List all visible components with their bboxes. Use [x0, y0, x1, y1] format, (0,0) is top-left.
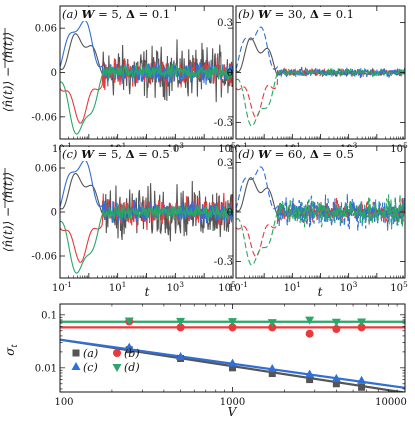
- data-point-d: [331, 318, 341, 327]
- y-tick-label: -0.3: [214, 257, 233, 268]
- legend-label-a: (a): [83, 347, 98, 360]
- legend-label-c: (c): [83, 361, 98, 374]
- x-tick-label: 103: [167, 280, 185, 294]
- legend-marker-a: [72, 349, 80, 357]
- data-point-d: [357, 318, 367, 327]
- data-point-d: [124, 317, 134, 326]
- data-point-b: [228, 323, 237, 332]
- series-line-c-3: [60, 202, 233, 274]
- series-line-d-3: [236, 194, 405, 266]
- x-axis-label-V: V: [228, 405, 238, 419]
- panel-c: (c) W = 5, Δ = 0.5: [59, 145, 234, 279]
- series-line-b-1: [236, 66, 405, 118]
- x-tick-label: 101: [284, 280, 302, 294]
- data-point-a: [306, 376, 314, 384]
- panel-title-bg: [237, 147, 356, 161]
- data-point-c: [331, 373, 341, 382]
- y-axis-label-sigma: σt: [3, 344, 19, 356]
- panel-d-series: [236, 166, 405, 266]
- series-line-b-3: [236, 67, 405, 127]
- x-tick-label: 10-1: [228, 280, 248, 294]
- data-point-a: [332, 380, 340, 388]
- x-tick-label: 105: [390, 280, 408, 294]
- data-point-b: [332, 325, 341, 334]
- y-tick-label: 0.1: [41, 310, 57, 321]
- y-tick-label: 0: [51, 208, 57, 219]
- panel-title: (a) W = 5, Δ = 0.1: [62, 7, 170, 21]
- panel-b-series: [236, 26, 405, 127]
- data-point-a: [268, 370, 276, 378]
- panel-e-content: [60, 316, 405, 392]
- x-tick-label: 1000: [220, 397, 245, 408]
- y-tick-label: 0.3: [217, 158, 233, 169]
- data-point-c: [357, 375, 367, 384]
- panel-d: (d) W = 60, Δ = 0.5: [235, 145, 406, 279]
- panel-c-series: [60, 159, 233, 274]
- y-tick-label: 0: [227, 68, 233, 79]
- x-tick-label: 103: [340, 280, 358, 294]
- x-tick-label: 10-1: [52, 280, 72, 294]
- x-tick-label: 100: [54, 397, 73, 408]
- x-tick-label: 101: [109, 280, 127, 294]
- y-tick-label: 0: [51, 68, 57, 79]
- legend-label-d: (d): [124, 361, 140, 374]
- y-axis-label-middle: ⟨n̂(t)⟩ − ⟨n̂(t)⟩: [1, 172, 15, 252]
- y-tick-label: 0: [227, 208, 233, 219]
- data-point-a: [229, 364, 236, 372]
- series-line-d-2: [236, 166, 405, 231]
- data-point-c: [176, 352, 186, 361]
- data-point-c: [124, 342, 134, 351]
- y-tick-label: -0.06: [31, 252, 57, 263]
- data-point-b: [268, 323, 277, 332]
- data-point-d: [176, 317, 186, 326]
- series-line-a-0: [60, 33, 233, 103]
- panel-title: (b) W = 30, Δ = 0.1: [238, 7, 354, 21]
- data-point-d: [228, 318, 237, 327]
- panel-e: [59, 303, 406, 393]
- panel-a: (a) W = 5, Δ = 0.1: [59, 5, 234, 140]
- panel-title: (d) W = 60, Δ = 0.5: [238, 147, 354, 161]
- data-point-b: [357, 323, 366, 332]
- data-point-c: [267, 364, 277, 373]
- legend-marker-d: [112, 364, 122, 372]
- panel-title-bg: [237, 7, 356, 21]
- data-point-b: [176, 323, 185, 332]
- panel-b: (b) W = 30, Δ = 0.1: [235, 5, 406, 140]
- legend-label-b: (b): [124, 347, 140, 360]
- panel-title-bg: [61, 147, 171, 161]
- y-axis-label-top: ⟨n̂(t)⟩ − ⟨n̂(t)⟩: [1, 32, 15, 112]
- legend-marker-c: [71, 362, 81, 370]
- y-tick-label: 0.06: [35, 24, 57, 35]
- data-point-c: [305, 369, 315, 378]
- legend-marker-b: [113, 349, 121, 357]
- y-tick-label: 0.01: [35, 363, 57, 374]
- data-point-b: [305, 329, 314, 338]
- series-line-a-3: [60, 63, 233, 135]
- y-tick-label: -0.3: [214, 118, 233, 129]
- x-axis-label-right: t: [318, 285, 323, 299]
- panel-title-bg: [61, 7, 172, 21]
- x-tick-label: 105: [218, 280, 236, 294]
- panel-a-series: [60, 19, 233, 135]
- data-point-d: [267, 319, 277, 328]
- y-tick-label: 0.06: [35, 164, 57, 175]
- panel-title: (c) W = 5, Δ = 0.5: [62, 147, 170, 161]
- data-point-a: [358, 383, 366, 391]
- x-axis-label-left: t: [145, 285, 150, 299]
- y-tick-label: 0.3: [217, 18, 233, 29]
- data-point-d: [305, 316, 315, 325]
- data-point-c: [228, 358, 237, 367]
- y-tick-label: -0.06: [31, 112, 57, 123]
- x-tick-label: 10000: [375, 397, 407, 408]
